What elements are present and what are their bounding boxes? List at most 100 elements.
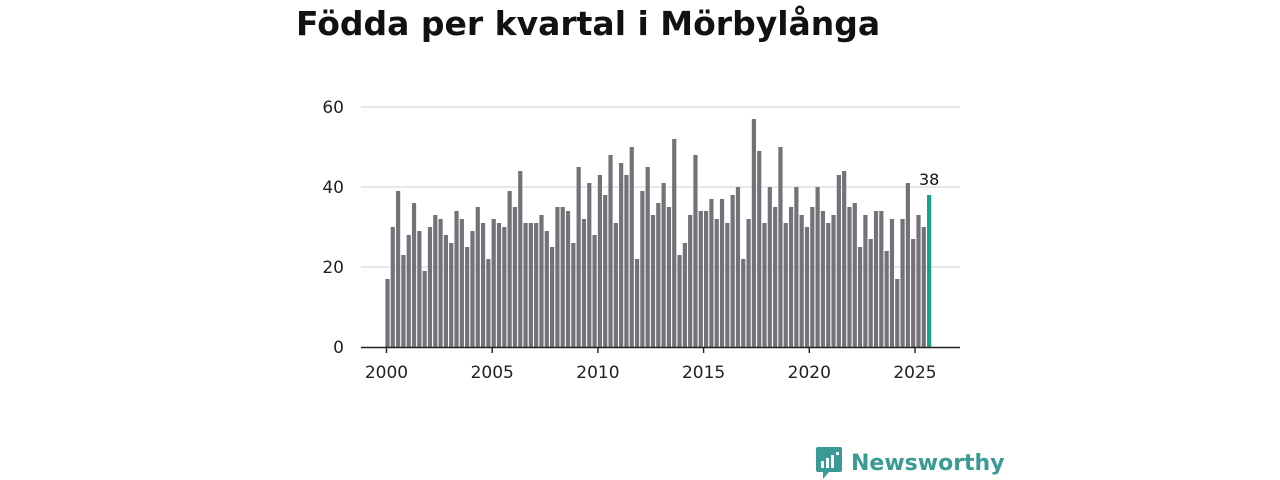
bar-2015-q4 — [719, 199, 725, 347]
bar-2003-q2 — [454, 211, 459, 347]
x-tick-label-2010: 2010 — [576, 363, 619, 383]
bar-2006-q3 — [523, 223, 528, 347]
bar-2002-q4 — [443, 235, 449, 347]
bar-2005-q2 — [496, 223, 502, 347]
bar-2000-q1 — [385, 279, 390, 347]
bar-2017-q4 — [762, 223, 767, 347]
newsworthy-logo[interactable]: Newsworthy — [815, 446, 1005, 480]
bar-2012-q3 — [650, 215, 656, 347]
bar-2021-q1 — [831, 215, 836, 347]
bars — [385, 119, 932, 347]
bar-2022-q2 — [857, 247, 863, 347]
bar-2007-q3 — [544, 231, 549, 347]
bar-2019-q4 — [804, 227, 810, 347]
bar-2014-q2 — [688, 215, 693, 347]
bar-2000-q3 — [396, 191, 401, 347]
bar-2014-q3 — [693, 155, 698, 347]
bar-2001-q3 — [417, 231, 422, 347]
bar-2017-q1 — [746, 219, 751, 347]
bar-2012-q1 — [640, 191, 645, 347]
bar-2002-q3 — [438, 219, 443, 347]
bar-2002-q2 — [433, 215, 438, 347]
bar-2014-q1 — [682, 243, 687, 347]
bar-2025-q1 — [916, 215, 921, 347]
bar-2012-q2 — [645, 167, 650, 347]
bar-2009-q4 — [592, 235, 597, 347]
bar-2024-q1 — [895, 279, 900, 347]
bar-2023-q4 — [889, 219, 895, 347]
bar-2021-q3 — [842, 171, 847, 347]
bar-2021-q4 — [847, 207, 852, 347]
bar-2011-q4 — [634, 259, 640, 347]
x-tick-label-2025: 2025 — [893, 363, 936, 383]
bar-2018-q3 — [778, 147, 783, 347]
bar-2005-q3 — [502, 227, 507, 347]
bar-2024-q3 — [905, 183, 910, 347]
bar-2011-q3 — [629, 147, 634, 347]
bar-2004-q3 — [480, 223, 486, 347]
bar-chart-speech-bubble-icon — [816, 447, 842, 479]
bar-2004-q2 — [475, 207, 480, 347]
bar-2007-q4 — [550, 247, 555, 347]
bar-2024-q2 — [900, 219, 905, 347]
bar-2008-q3 — [565, 211, 571, 347]
y-tick-label-60: 60 — [322, 98, 344, 118]
bar-2007-q1 — [534, 223, 539, 347]
bar-2023-q2 — [879, 211, 884, 347]
bar-2013-q3 — [672, 139, 677, 347]
bar-2008-q2 — [560, 207, 565, 347]
bar-2009-q2 — [581, 219, 587, 347]
bar-2021-q2 — [836, 175, 841, 347]
bar-2001-q1 — [406, 235, 411, 347]
chart-title: Födda per kvartal i Mörbylånga — [296, 4, 881, 43]
bar-2023-q1 — [873, 211, 879, 347]
bar-2006-q1 — [512, 207, 518, 347]
bar-2005-q4 — [507, 191, 512, 347]
bar-2003-q3 — [459, 219, 464, 347]
bar-2025-q2 — [921, 227, 926, 347]
brand-name: Newsworthy — [851, 450, 1005, 476]
bar-2015-q2 — [709, 199, 714, 347]
bar-2015-q1 — [704, 211, 709, 347]
bar-2011-q2 — [624, 175, 629, 347]
bar-2010-q4 — [613, 223, 618, 347]
bar-2016-q2 — [730, 195, 735, 347]
y-tick-label-0: 0 — [333, 338, 344, 358]
bar-2005-q1 — [491, 219, 496, 347]
bar-2018-q4 — [783, 223, 788, 347]
bar-2015-q3 — [714, 219, 719, 347]
bar-2013-q1 — [661, 183, 666, 347]
bar-2003-q4 — [465, 247, 470, 347]
bar-2006-q4 — [528, 223, 533, 347]
bar-2020-q4 — [826, 223, 831, 347]
bar-2018-q2 — [773, 207, 778, 347]
bar-2019-q2 — [794, 187, 799, 347]
bar-2004-q1 — [470, 231, 475, 347]
bar-2002-q1 — [427, 227, 433, 347]
bar-2019-q1 — [788, 207, 794, 347]
bar-2010-q3 — [608, 155, 613, 347]
bar-2017-q2 — [751, 119, 756, 347]
bar-2017-q3 — [757, 151, 762, 347]
bar-2009-q3 — [587, 183, 592, 347]
bar-2012-q4 — [656, 203, 661, 347]
bar-2016-q1 — [725, 223, 730, 347]
x-tick-label-2020: 2020 — [788, 363, 831, 383]
bar-2016-q3 — [735, 187, 741, 347]
data-label-last: 38 — [919, 170, 939, 189]
x-tick-label-2000: 2000 — [365, 363, 408, 383]
bar-2008-q4 — [571, 243, 576, 347]
bar-2022-q1 — [852, 203, 857, 347]
tick-labels: 0 20 40 60 38 2000 2005 2010 2015 2020 2025 — [322, 98, 939, 383]
bar-2013-q2 — [666, 207, 672, 347]
bar-2016-q4 — [741, 259, 746, 347]
bar-2020-q3 — [820, 211, 826, 347]
bar-2018-q1 — [767, 187, 772, 347]
bar-2020-q2 — [815, 187, 820, 347]
bar-2001-q4 — [422, 271, 427, 347]
bar-2023-q3 — [884, 251, 889, 347]
bar-2003-q1 — [449, 243, 454, 347]
y-tick-label-20: 20 — [322, 258, 344, 278]
bar-2006-q2 — [518, 171, 523, 347]
